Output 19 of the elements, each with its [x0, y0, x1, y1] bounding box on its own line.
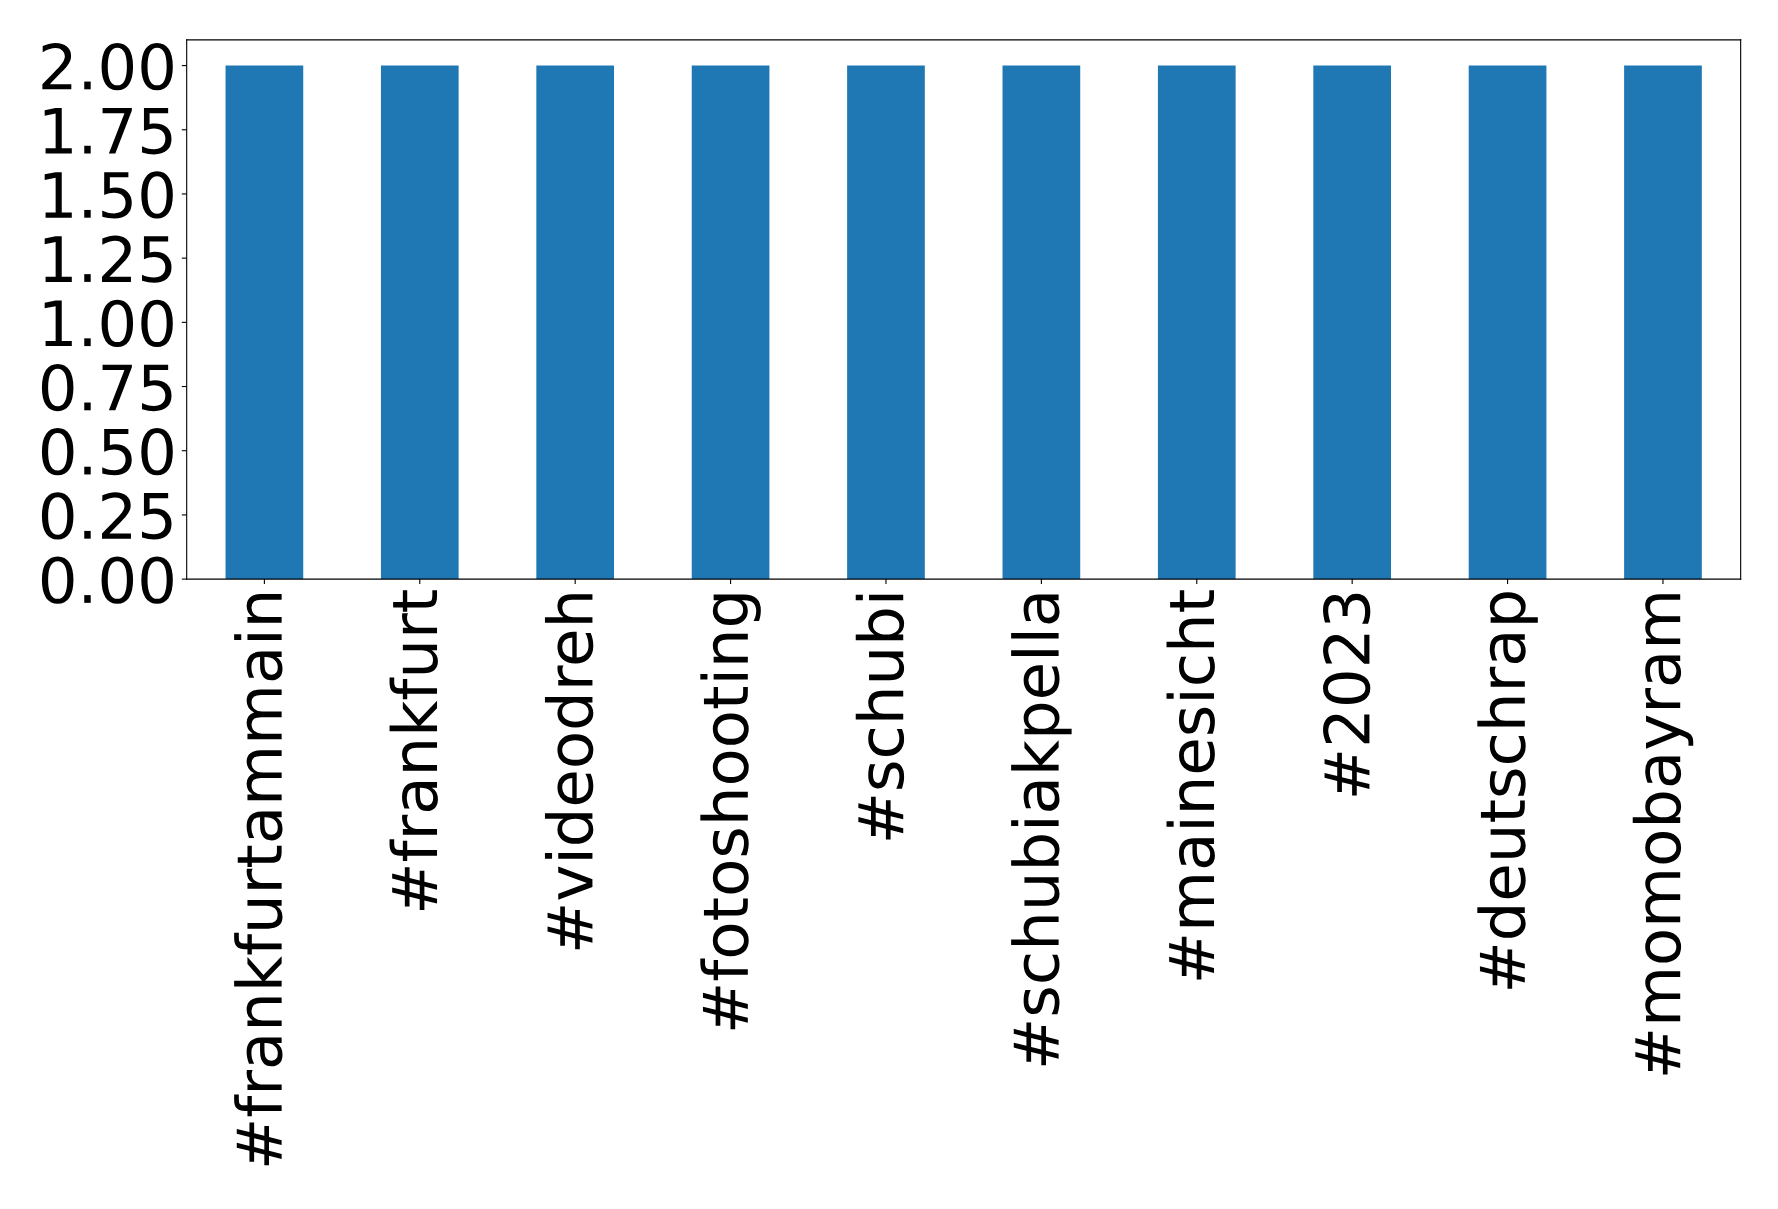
y-tick-label: 1.50: [44, 171, 173, 219]
y-tick-label: 1.25: [44, 235, 172, 283]
y-tick-label: 1.75: [44, 107, 172, 155]
x-tick-label: #schubi: [855, 594, 905, 840]
y-tick-label: 0.75: [41, 363, 172, 412]
y-tick-label: 2.00: [42, 42, 173, 91]
x-tick-label: #momobayram: [1632, 594, 1694, 1075]
x-tick-label: #videodreh: [544, 594, 594, 950]
y-tick-label: 0.25: [41, 492, 172, 540]
x-tick-label: #2023: [1323, 593, 1371, 796]
y-tick-label: 0.50: [41, 428, 173, 476]
x-tick-label: #mainesicht: [1166, 590, 1215, 980]
x-tick-label: #frankfurtammain: [234, 594, 283, 1166]
x-tick-label: #frankfurt: [389, 590, 438, 910]
y-tick-label: 0.00: [41, 556, 173, 604]
x-tick-label: #deutschrap: [1477, 592, 1538, 989]
x-tick-label: #schubiakpella: [1011, 594, 1072, 1066]
x-tick-label: #fotoshooting: [700, 594, 761, 1030]
y-tick-label: 1.00: [44, 299, 173, 347]
